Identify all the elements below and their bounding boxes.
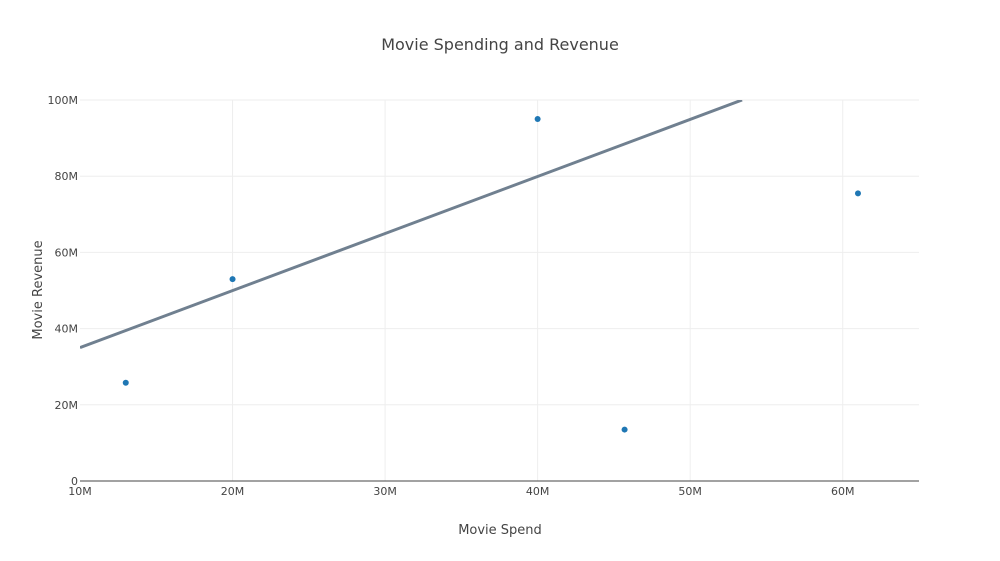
y-tick-label: 100M — [48, 94, 79, 107]
scatter-point — [854, 190, 861, 197]
x-axis-title: Movie Spend — [458, 523, 542, 538]
x-tick-label: 10M — [68, 485, 92, 498]
trend-line — [80, 100, 743, 350]
scatter-point — [621, 426, 628, 433]
x-tick-label: 60M — [831, 485, 855, 498]
series-layer — [80, 100, 861, 433]
y-tick-label: 40M — [55, 323, 79, 336]
x-tick-label: 20M — [221, 485, 245, 498]
y-axis-title: Movie Revenue — [31, 240, 46, 339]
y-tick-label: 0 — [71, 475, 78, 488]
y-tick-label: 60M — [55, 246, 79, 259]
scatter-point — [122, 379, 129, 386]
y-tick-label: 20M — [55, 399, 79, 412]
x-tick-label: 50M — [678, 485, 702, 498]
axis-layer: 10M 20M 30M 40M 50M 60M 0 20M 40M 60M 80M 100M — [48, 94, 919, 498]
scatter-point — [229, 276, 236, 283]
chart-title: Movie Spending and Revenue — [381, 35, 619, 54]
x-tick-label: 40M — [526, 485, 550, 498]
scatter-point — [534, 116, 541, 123]
x-tick-label: 30M — [373, 485, 397, 498]
y-tick-label: 80M — [55, 170, 79, 183]
grid-layer — [80, 99, 919, 481]
